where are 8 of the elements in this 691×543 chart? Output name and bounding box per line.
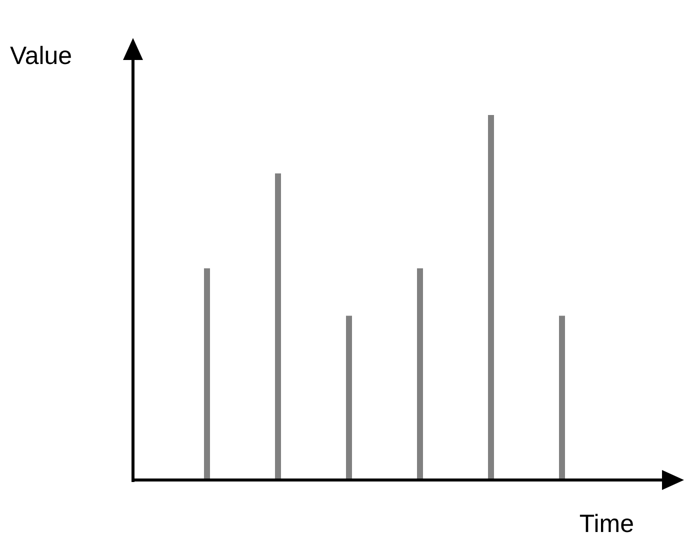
bar bbox=[204, 268, 210, 480]
bar bbox=[275, 173, 281, 480]
bar bbox=[417, 268, 423, 480]
bar bbox=[488, 115, 494, 480]
x-axis-title: Time bbox=[579, 510, 634, 538]
y-axis-title: Value bbox=[10, 42, 72, 70]
bar bbox=[346, 316, 352, 480]
bar bbox=[559, 316, 565, 480]
